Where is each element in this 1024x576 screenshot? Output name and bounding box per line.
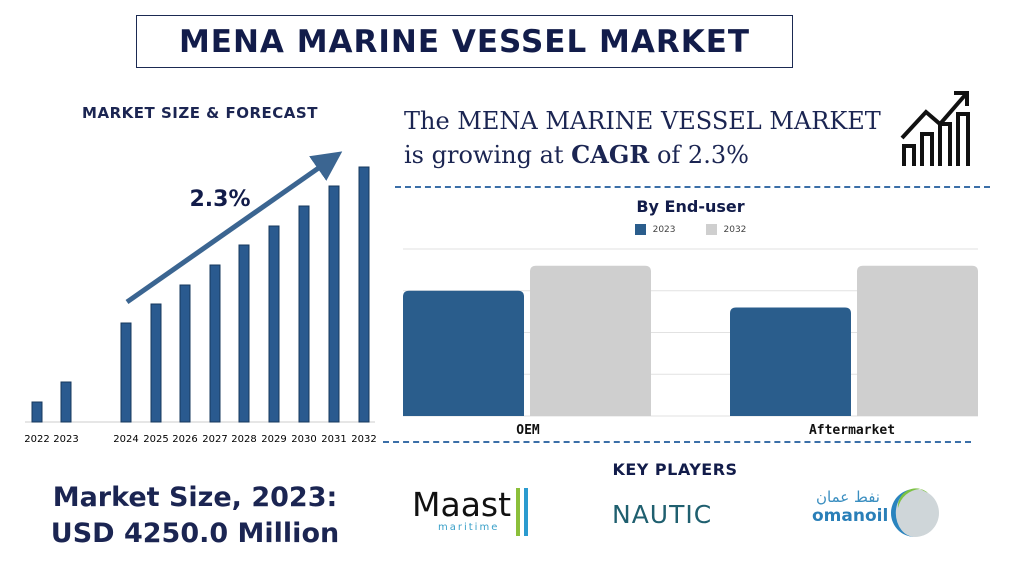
bar-2025	[150, 303, 162, 423]
forecast-chart: 2022 2023 2024 2025 2026 2027 2028 2029 2030 2031…	[24, 151, 377, 445]
nautic-logo: NAUTIC	[612, 500, 713, 529]
x-tick-label: 2022	[24, 434, 49, 445]
x-tick-label: 2030	[291, 434, 316, 445]
bar-aftermarket-2023	[730, 307, 851, 416]
legend-item-2032: 2032	[705, 224, 746, 235]
market-size-label: Market Size, 2023:	[52, 482, 338, 513]
bar-2031	[328, 185, 340, 423]
x-tick-label: 2023	[53, 434, 78, 445]
x-tick-label: 2029	[261, 434, 286, 445]
headline-of: of	[649, 141, 688, 169]
growth-chart-icon	[900, 91, 970, 166]
page-title: MENA MARINE VESSEL MARKET	[136, 15, 793, 68]
end-user-chart: OEM Aftermarket	[403, 248, 978, 438]
market-forecast-subtitle: MARKET SIZE & FORECAST	[82, 104, 318, 122]
divider	[383, 441, 971, 443]
maast-logo: Maast maritime	[412, 488, 542, 538]
omanoil-logo: نفط عمان omanoil	[812, 488, 952, 538]
headline-cagr: CAGR	[571, 140, 650, 169]
growth-arrow	[125, 151, 343, 305]
market-size: Market Size, 2023: USD 4250.0 Million	[20, 480, 370, 552]
market-size-value: USD 4250.0 Million	[50, 518, 340, 549]
category-label-oem: OEM	[516, 423, 540, 438]
x-tick-label: 2028	[231, 434, 256, 445]
x-tick-label: 2027	[202, 434, 227, 445]
divider	[395, 186, 990, 188]
bar-2028	[238, 244, 250, 423]
legend-item-2023: 2023	[634, 224, 676, 235]
headline: The MENA MARINE VESSEL MARKET is growing…	[404, 104, 904, 172]
key-players-title: KEY PLAYERS	[612, 460, 738, 479]
bar-aftermarket-2032	[857, 265, 978, 416]
bar-2032	[358, 166, 370, 423]
bar-2029	[268, 225, 280, 423]
bar-oem-2023	[403, 290, 524, 416]
x-tick-label: 2032	[351, 434, 376, 445]
x-tick-label: 2031	[321, 434, 346, 445]
bar-2023	[60, 381, 72, 423]
bar-2024	[120, 322, 132, 423]
headline-rate: 2.3%	[687, 141, 749, 169]
bar-2027	[209, 264, 221, 423]
x-tick-label: 2024	[113, 434, 138, 445]
cagr-annotation: 2.3%	[189, 187, 250, 212]
bar-2026	[179, 284, 191, 423]
bar-oem-2032	[530, 265, 651, 416]
x-tick-label: 2025	[143, 434, 168, 445]
bar-2030	[298, 205, 310, 423]
category-label-aftermarket: Aftermarket	[809, 423, 895, 438]
headline-text: The MENA MARINE VESSEL MARKET is growing…	[404, 107, 881, 169]
x-tick-label: 2026	[172, 434, 197, 445]
legend: 2023 2032	[403, 224, 978, 235]
bar-2022	[31, 401, 43, 423]
end-user-chart-title: By End-user	[636, 197, 745, 216]
